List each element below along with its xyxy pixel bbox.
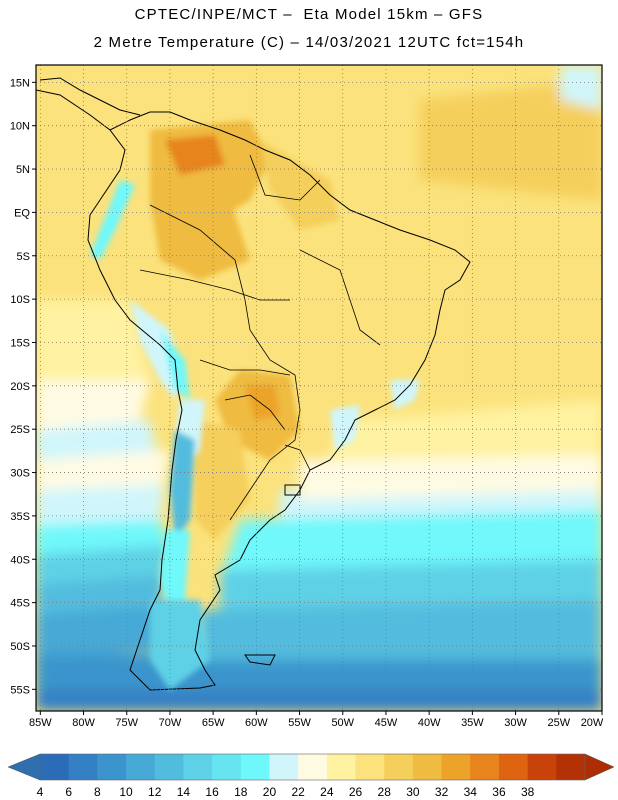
colorbar-segment — [183, 754, 213, 780]
colorbar-label: 12 — [148, 785, 162, 799]
lat-axis: 15N 10N 5N EQ 5S 10S 15S 20S 25S 30S 35S 40S 45S 50S 5… — [10, 77, 36, 696]
colorbar-segment — [269, 754, 299, 780]
lon-tick-label: 85W — [29, 717, 52, 729]
map-frame — [35, 64, 603, 712]
lon-tick-label: 60W — [245, 717, 268, 729]
lon-tick-label: 25W — [547, 717, 570, 729]
lat-tick-label: 20S — [10, 381, 30, 393]
colorbar-segment — [298, 754, 328, 780]
lat-tick-label: 25S — [10, 424, 30, 436]
colorbar-segment — [40, 754, 70, 780]
colorbar-segment — [212, 754, 242, 780]
lon-tick-label: 30W — [504, 717, 527, 729]
colorbar-label: 36 — [492, 785, 506, 799]
lat-tick-label: EQ — [14, 207, 30, 219]
colorbar-segment — [412, 754, 443, 780]
country-borders — [139, 154, 381, 521]
colorbar-segment — [126, 754, 156, 780]
lon-tick-label: 70W — [159, 717, 182, 729]
colorbar-label: 8 — [94, 785, 101, 799]
lagoon-outline — [284, 484, 301, 496]
colorbar-label: 32 — [435, 785, 449, 799]
colorbar-segment — [240, 754, 270, 780]
colorbar-label: 30 — [406, 785, 420, 799]
lon-tick-label: 55W — [288, 717, 311, 729]
lon-tick-label: 40W — [418, 717, 441, 729]
lon-tick-label: 50W — [331, 717, 354, 729]
colorbar-label: 20 — [263, 785, 277, 799]
lat-tick-label: 10N — [10, 121, 30, 133]
colorbar-segment — [470, 754, 500, 780]
lon-tick-label: 20W — [581, 717, 604, 729]
chart-title-line1: CPTEC/INPE/MCT – Eta Model 15km – GFS — [134, 6, 484, 23]
lon-tick-label: 80W — [72, 717, 95, 729]
colorbar-right-arrow — [584, 753, 615, 781]
colorbar-segment — [556, 754, 586, 780]
south-america-coastline — [36, 89, 471, 691]
colorbar-label: 22 — [291, 785, 305, 799]
colorbar-segment — [154, 754, 184, 780]
colorbar-label: 28 — [378, 785, 392, 799]
colorbar-segment — [384, 754, 414, 780]
colorbar-segment — [355, 754, 385, 780]
colorbar-label: 14 — [177, 785, 191, 799]
lat-tick-label: 35S — [10, 511, 30, 523]
lat-tick-label: 15N — [10, 77, 30, 89]
lat-tick-label: 15S — [10, 337, 30, 349]
lat-tick-label: 55S — [10, 684, 30, 696]
colorbar-label: 10 — [119, 785, 133, 799]
lat-tick-label: 50S — [10, 641, 30, 653]
lon-tick-label: 75W — [115, 717, 138, 729]
colorbar-label: 6 — [65, 785, 72, 799]
colorbar-label: 24 — [320, 785, 334, 799]
lat-tick-label: 45S — [10, 598, 30, 610]
colorbar-left-arrow — [7, 753, 41, 781]
colorbar-segment — [527, 754, 557, 780]
colorbar-label: 26 — [349, 785, 363, 799]
lat-tick-label: 30S — [10, 468, 30, 480]
colorbar-segment — [68, 754, 98, 780]
central-america-coastline — [39, 77, 141, 116]
colorbar-segment — [326, 754, 357, 780]
colorbar-segment — [97, 754, 127, 780]
colorbar-outline — [39, 753, 586, 781]
colorbar: 4 6 8 10 12 14 16 18 20 22 24 26 28 30 32 34 36 38 — [7, 753, 615, 799]
colorbar-label: 38 — [521, 785, 535, 799]
lon-tick-label: 65W — [202, 717, 225, 729]
lon-tick-label: 35W — [461, 717, 484, 729]
colorbar-label: 18 — [234, 785, 248, 799]
falklands-outline — [244, 654, 276, 666]
lat-tick-label: 5N — [16, 164, 30, 176]
lon-tick-label: 45W — [375, 717, 398, 729]
temperature-field — [36, 65, 602, 711]
lat-tick-label: 5S — [17, 251, 30, 263]
colorbar-label: 34 — [464, 785, 478, 799]
colorbar-segment — [441, 754, 471, 780]
colorbar-label: 16 — [205, 785, 219, 799]
lat-tick-label: 40S — [10, 554, 30, 566]
lon-axis: 85W 80W 75W 70W 65W 60W 55W 50W 45W 40W 35W 30W 25W 2… — [29, 711, 604, 729]
lat-tick-label: 10S — [10, 294, 30, 306]
colorbar-segment — [498, 754, 529, 780]
chart-title-line2: 2 Metre Temperature (C) – 14/03/2021 12U… — [93, 34, 525, 51]
coastlines — [36, 77, 471, 691]
colorbar-label: 4 — [37, 785, 44, 799]
